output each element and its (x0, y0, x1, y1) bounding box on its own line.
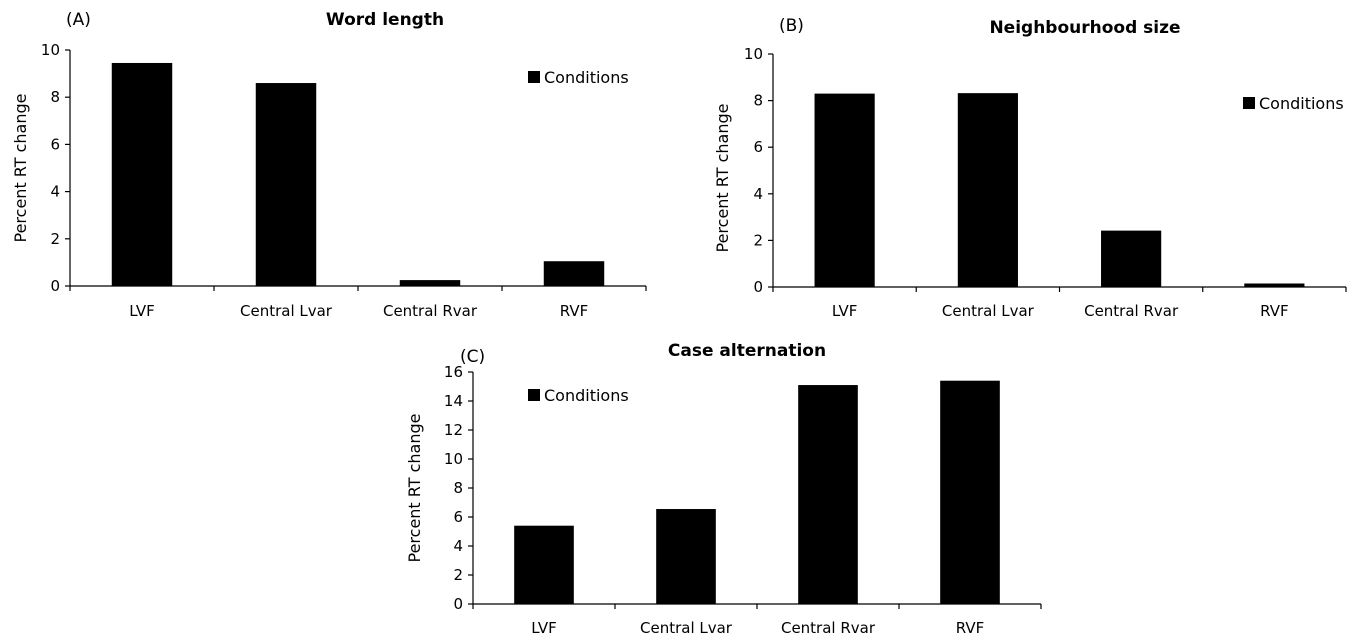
y-axis-title: Percent RT change (11, 94, 30, 243)
x-tick-label: RVF (560, 302, 589, 320)
panel-label: (A) (66, 10, 91, 30)
bar (111, 62, 173, 287)
chart-title: Word length (326, 10, 444, 30)
bar (940, 380, 1000, 604)
legend-label: Conditions (544, 68, 629, 87)
bar (399, 280, 461, 286)
y-axis-title: Percent RT change (405, 414, 424, 563)
bar (1101, 230, 1162, 287)
bar (798, 385, 858, 604)
x-tick-label: Central Rvar (383, 302, 478, 320)
panel-label: (C) (460, 347, 485, 367)
y-tick-label: 10 (41, 41, 60, 59)
y-tick-label: 4 (753, 185, 763, 203)
legend-swatch (1243, 97, 1255, 109)
y-tick-label: 0 (753, 278, 763, 296)
y-tick-label: 0 (453, 595, 463, 613)
legend-label: Conditions (1259, 94, 1344, 113)
x-tick-label: LVF (129, 302, 155, 320)
y-tick-label: 8 (453, 479, 463, 497)
chart-panel-b: (B) Neighbourhood size Percent RT change 0 2… (713, 16, 1347, 320)
legend: Conditions (1243, 94, 1344, 113)
y-tick-label: 10 (744, 45, 763, 63)
y-tick-label: 0 (50, 277, 60, 295)
y-tick-label: 6 (753, 138, 763, 156)
y-tick-label: 4 (50, 183, 60, 201)
legend: Conditions (528, 386, 629, 405)
legend: Conditions (528, 68, 629, 87)
legend-swatch (528, 71, 540, 83)
panel-label: (B) (779, 16, 804, 36)
y-tick-label: 10 (444, 450, 463, 468)
x-tick-label: LVF (531, 619, 557, 637)
y-tick-label: 8 (753, 92, 763, 110)
bar (514, 525, 574, 604)
x-tick-label: LVF (832, 302, 858, 320)
legend-label: Conditions (544, 386, 629, 405)
x-tick-label: Central Rvar (781, 619, 876, 637)
legend-swatch (528, 389, 540, 401)
y-tick-label: 12 (444, 421, 463, 439)
x-tick-label: Central Lvar (240, 302, 333, 320)
x-tick-label: Central Rvar (1084, 302, 1179, 320)
bar (543, 261, 605, 286)
y-tick-label: 16 (444, 363, 463, 381)
y-tick-label: 14 (444, 392, 463, 410)
chart-title: Neighbourhood size (989, 18, 1180, 38)
y-tick-label: 8 (50, 88, 60, 106)
y-tick-label: 2 (50, 230, 60, 248)
y-tick-label: 2 (453, 566, 463, 584)
bar (255, 83, 317, 286)
y-axis-title: Percent RT change (713, 104, 732, 253)
y-tick-label: 4 (453, 537, 463, 555)
y-tick-label: 2 (753, 231, 763, 249)
x-tick-label: Central Lvar (640, 619, 733, 637)
chart-title: Case alternation (668, 341, 826, 361)
x-tick-label: RVF (956, 619, 985, 637)
chart-panel-c: (C) Case alternation Percent RT change 0 2 4 6… (405, 341, 1042, 637)
bar (957, 93, 1018, 287)
y-tick-label: 6 (50, 135, 60, 153)
x-tick-label: RVF (1260, 302, 1289, 320)
bar (814, 93, 875, 287)
x-tick-label: Central Lvar (942, 302, 1035, 320)
bar (1244, 283, 1305, 287)
y-tick-label: 6 (453, 508, 463, 526)
chart-panel-a: (A) Word length Percent RT change 0 2 4 6 8 10 LV… (11, 10, 647, 320)
bar (656, 509, 716, 604)
